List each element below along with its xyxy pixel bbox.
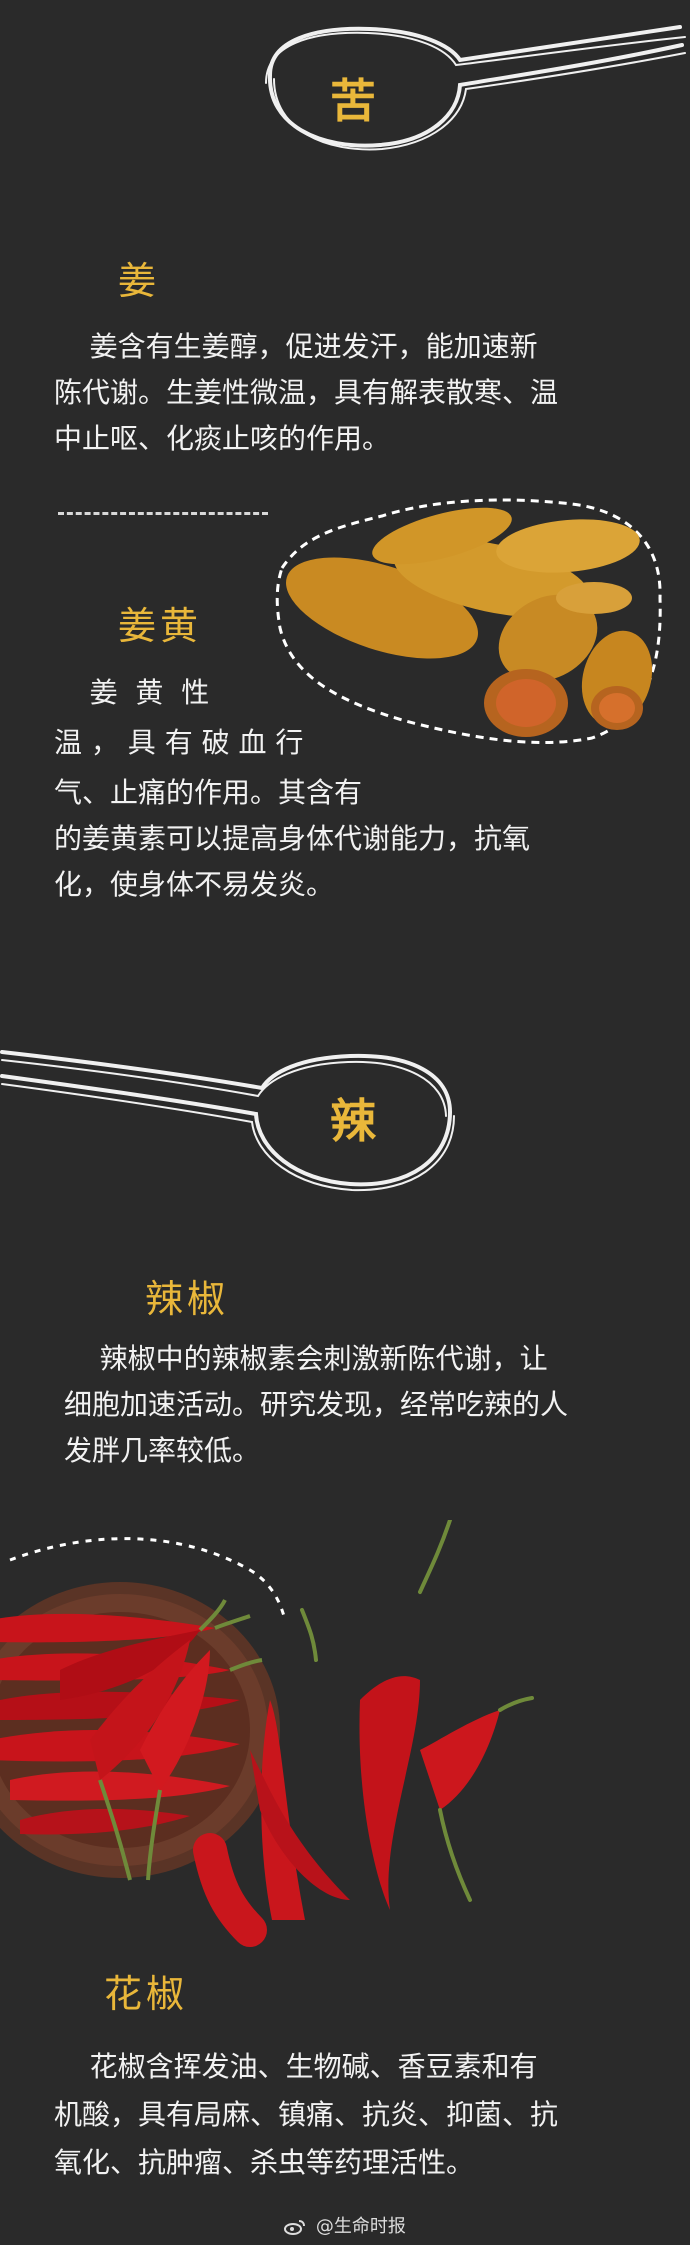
- spoon-icon: [0, 1050, 455, 1192]
- ginger-line-3: 中止呕、化痰止咳的作用。: [54, 422, 391, 455]
- chili-line-3: 发胖几率较低。: [64, 1434, 261, 1467]
- ginger-line-2: 陈代谢。生姜性微温，具有解表散寒、温: [54, 376, 559, 409]
- ginger-title: 姜: [118, 259, 161, 303]
- weibo-icon: [284, 2219, 306, 2235]
- dashed-divider: [58, 512, 268, 515]
- turmeric-line-4: 的姜黄素可以提高身体代谢能力，抗氧: [54, 822, 531, 855]
- turmeric-title: 姜黄: [118, 604, 203, 648]
- chili-title: 辣椒: [145, 1277, 230, 1321]
- turmeric-line-2: 温 ， 具 有 破 血 行: [54, 726, 304, 759]
- pepper-title: 花椒: [104, 1972, 189, 2016]
- footer: @生命时报: [0, 2212, 690, 2238]
- turmeric-image: [275, 498, 662, 744]
- bitter-char: 苦: [330, 74, 376, 128]
- footer-handle[interactable]: @生命时报: [315, 2216, 406, 2237]
- turmeric-line-3: 气、止痛的作用。其含有: [54, 776, 363, 809]
- turmeric-line-1: 姜 黄 性: [54, 676, 210, 709]
- chili-image: [0, 1520, 534, 1947]
- pepper-line-1: 花椒含挥发油、生物碱、香豆素和有: [54, 2050, 538, 2083]
- chili-line-2: 细胞加速活动。研究发现，经常吃辣的人: [64, 1388, 569, 1421]
- spoon-icon: [265, 25, 686, 151]
- spicy-char: 辣: [330, 1094, 376, 1148]
- pepper-line-2: 机酸，具有局麻、镇痛、抗炎、抑菌、抗: [54, 2098, 559, 2131]
- turmeric-line-5: 化，使身体不易发炎。: [54, 868, 335, 901]
- ginger-line-1: 姜含有生姜醇，促进发汗，能加速新: [54, 330, 538, 363]
- pepper-line-3: 氧化、抗肿瘤、杀虫等药理活性。: [54, 2146, 475, 2179]
- chili-line-1: 辣椒中的辣椒素会刺激新陈代谢，让: [64, 1342, 548, 1375]
